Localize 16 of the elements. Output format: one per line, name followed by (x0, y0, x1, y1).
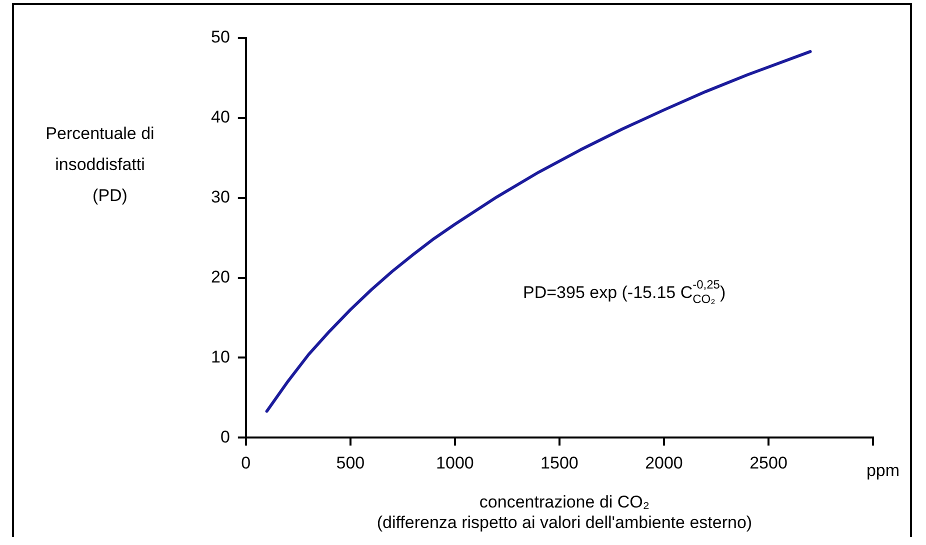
x-tick-label: 0 (241, 453, 251, 472)
y-axis-title: Percentuale di insoddisfatti (PD) (46, 124, 154, 205)
text: (differenza rispetto ai valori dell'ambiente esterno) (376, 513, 752, 532)
x-tick-label: 1500 (540, 453, 578, 472)
y-tick-label: 30 (210, 188, 230, 207)
y-tick-label: 20 (210, 267, 230, 286)
text: ppm (866, 461, 900, 480)
x-tick-label: 500 (336, 453, 365, 472)
x-tick-label: 1000 (436, 453, 474, 472)
x-axis-title: concentrazione di CO₂ (479, 492, 650, 512)
y-tick-label: 50 (210, 28, 230, 47)
y-tick-label: 10 (210, 347, 230, 366)
x-tick-label: 2500 (750, 453, 788, 472)
y-tick-label: 0 (220, 427, 230, 446)
x-tick-label: 2000 (645, 453, 683, 472)
y-tick-label: 40 (210, 108, 230, 127)
